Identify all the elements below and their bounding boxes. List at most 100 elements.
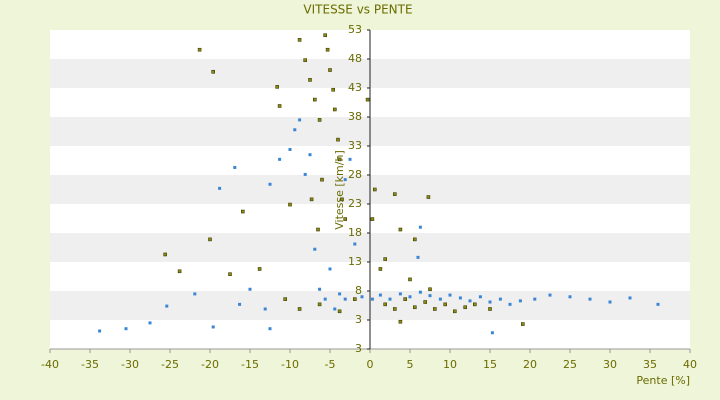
scatter-point	[392, 307, 397, 311]
scatter-point	[608, 300, 612, 304]
x-tick-label: 0	[367, 358, 374, 371]
scatter-point	[443, 302, 448, 307]
y-tick-label: 3	[355, 313, 362, 326]
scatter-point	[548, 293, 552, 297]
scatter-point	[297, 38, 302, 42]
scatter-point	[337, 309, 342, 314]
scatter-point	[309, 197, 314, 202]
y-tick-label: 28	[348, 168, 362, 181]
x-tick-label: -15	[241, 358, 259, 371]
scatter-point	[343, 297, 347, 301]
scatter-point	[317, 302, 322, 307]
scatter-point	[508, 302, 512, 306]
scatter-point	[211, 69, 215, 74]
scatter-point	[383, 257, 388, 261]
scatter-point	[518, 299, 522, 303]
scatter-point	[568, 295, 572, 299]
x-tick-label: -20	[201, 358, 219, 371]
x-tick-label: 15	[483, 358, 497, 371]
y-tick-label: 13	[348, 255, 362, 268]
scatter-point	[124, 327, 128, 331]
scatter-point	[352, 297, 357, 301]
y-tick-label: 33	[348, 139, 362, 152]
x-tick-label: -5	[325, 358, 336, 371]
scatter-point	[165, 304, 169, 308]
chart-title: VITESSE vs PENTE	[303, 3, 412, 17]
scatter-point	[323, 297, 327, 301]
scatter-point	[383, 302, 388, 307]
scatter-point	[656, 302, 660, 306]
scatter-point	[328, 68, 332, 72]
scatter-point	[388, 297, 392, 301]
scatter-point	[328, 267, 332, 271]
scatter-point	[241, 209, 245, 214]
scatter-point	[338, 292, 342, 296]
x-tick-label: 25	[563, 358, 577, 371]
x-tick-label: 5	[407, 358, 414, 371]
scatter-point	[370, 217, 375, 221]
scatter-point	[348, 157, 352, 161]
scatter-point	[428, 294, 432, 298]
scatter-point	[398, 319, 403, 324]
scatter-point	[488, 307, 492, 311]
x-tick-label: -35	[81, 358, 99, 371]
scatter-point	[277, 104, 282, 108]
y-tick-label: 38	[348, 110, 362, 123]
scatter-point	[288, 202, 292, 207]
scatter-point	[308, 153, 312, 157]
scatter-point	[398, 292, 402, 296]
scatter-point	[318, 287, 322, 291]
scatter-point	[211, 325, 215, 329]
scatter-point	[426, 195, 431, 199]
scatter-point	[472, 302, 477, 307]
y-tick-label: 18	[348, 226, 362, 239]
scatter-point	[263, 307, 267, 311]
scatter-point	[458, 296, 462, 300]
y-tick-label: 3	[355, 342, 362, 355]
scatter-point	[218, 186, 222, 190]
scatter-point	[331, 87, 336, 92]
scatter-point	[257, 267, 262, 271]
scatter-point	[353, 242, 357, 246]
scatter-point	[490, 331, 494, 335]
scatter-point	[370, 297, 374, 301]
scatter-point	[228, 272, 232, 276]
scatter-point	[408, 295, 412, 299]
x-tick-label: 30	[603, 358, 617, 371]
scatter-point	[340, 197, 344, 202]
scatter-point	[438, 297, 442, 301]
scatter-point	[313, 247, 317, 251]
scatter-point	[412, 305, 417, 310]
scatter-point	[412, 237, 417, 242]
scatter-point	[303, 58, 308, 62]
scatter-point	[197, 47, 202, 52]
scatter-point	[408, 277, 412, 282]
x-tick-label: 35	[643, 358, 657, 371]
scatter-point	[498, 297, 502, 301]
scatter-point	[343, 178, 347, 182]
scatter-point	[268, 327, 272, 331]
scatter-point	[317, 118, 322, 122]
scatter-point	[336, 137, 340, 142]
scatter-point	[416, 255, 420, 259]
scatter-point	[418, 225, 422, 229]
scatter-point	[392, 192, 397, 196]
scatter-point	[588, 297, 592, 301]
scatter-point	[308, 78, 312, 82]
scatter-point	[248, 287, 252, 291]
y-tick-label: 8	[355, 284, 362, 297]
scatter-point	[163, 252, 167, 257]
scatter-point	[378, 293, 382, 297]
scatter-point	[337, 157, 342, 162]
scatter-point	[148, 321, 152, 325]
scatter-point	[303, 172, 307, 176]
scatter-point	[432, 307, 437, 311]
scatter-point	[288, 147, 292, 151]
scatter-point	[448, 293, 452, 297]
x-tick-label: -40	[41, 358, 59, 371]
scatter-point	[323, 33, 328, 38]
scatter-point	[233, 165, 237, 169]
scatter-point	[418, 290, 422, 294]
y-axis-title: Vitesse [km/h]	[333, 150, 346, 230]
